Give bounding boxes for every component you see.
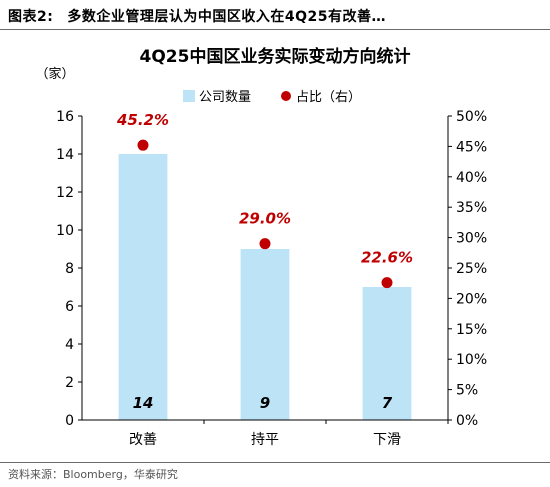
- bar: [362, 287, 412, 420]
- figure-caption-text: 多数企业管理层认为中国区收入在4Q25有改善…: [67, 9, 386, 25]
- y-axis-left-label: （家）: [35, 66, 74, 82]
- point-series: 45.2% 29.0% 22.6%: [116, 111, 413, 289]
- y-axis-left-tick-label: 10: [56, 223, 74, 239]
- y-axis-right-tick-label: 25%: [456, 261, 487, 277]
- point-value-label: 22.6%: [361, 249, 413, 267]
- y-axis-left-tick-label: 12: [56, 185, 74, 201]
- y-axis-left-tick-label: 0: [65, 413, 74, 429]
- point-value-label: 45.2%: [116, 111, 169, 129]
- data-point: [259, 238, 271, 250]
- bar: [240, 249, 290, 420]
- source-divider: [0, 462, 550, 463]
- figure-label: 图表2:: [8, 9, 54, 25]
- y-axis-right-tick-label: 50%: [456, 109, 487, 125]
- chart-title: 4Q25中国区业务实际变动方向统计: [140, 46, 411, 67]
- data-point: [381, 277, 393, 289]
- y-axis-right-tick-label: 0%: [456, 413, 478, 429]
- y-axis-right-tick-label: 45%: [456, 139, 487, 155]
- legend: 公司数量 占比（右）: [183, 90, 361, 105]
- y-axis-left-tick-label: 2: [65, 375, 74, 391]
- combo-chart: 4Q25中国区业务实际变动方向统计 （家） 公司数量 占比（右） 0 2 4 6 8 10…: [35, 46, 487, 448]
- data-point: [137, 139, 149, 151]
- y-axis-right: 0% 5% 10% 15% 20% 25% 30% 35% 40% 45% 50%: [448, 109, 487, 429]
- figure-caption: 图表2: 多数企业管理层认为中国区收入在4Q25有改善…: [8, 6, 386, 26]
- x-axis: 改善 持平 下滑: [129, 420, 449, 448]
- legend-swatch-bar: [183, 90, 195, 102]
- source-note: 资料来源：Bloomberg，华泰研究: [8, 468, 178, 481]
- y-axis-left-tick-label: 4: [65, 337, 74, 353]
- y-axis-right-tick-label: 40%: [456, 170, 487, 186]
- y-axis-left-tick-label: 14: [56, 147, 74, 163]
- point-value-label: 29.0%: [239, 210, 291, 228]
- x-axis-category-label: 改善: [129, 432, 157, 448]
- y-axis-right-tick-label: 30%: [456, 231, 487, 247]
- y-axis-right-tick-label: 15%: [456, 322, 487, 338]
- bar-value-label: 9: [260, 394, 270, 412]
- y-axis-left: 0 2 4 6 8 10 12 14 16: [56, 109, 82, 429]
- x-axis-category-label: 持平: [251, 432, 279, 448]
- y-axis-right-tick-label: 5%: [456, 383, 478, 399]
- y-axis-right-tick-label: 35%: [456, 200, 487, 216]
- y-axis-right-tick-label: 10%: [456, 352, 487, 368]
- legend-label-bar: 公司数量: [199, 90, 251, 105]
- x-axis-category-label: 下滑: [373, 431, 401, 448]
- bar-series: 14 9 7: [118, 154, 412, 420]
- y-axis-left-tick-label: 6: [65, 299, 74, 315]
- y-axis-right-tick-label: 20%: [456, 291, 487, 307]
- bar-value-label: 7: [382, 394, 393, 412]
- bar: [118, 154, 168, 420]
- bar-value-label: 14: [133, 394, 154, 412]
- y-axis-left-tick-label: 8: [65, 261, 74, 277]
- legend-swatch-point: [281, 91, 291, 101]
- legend-label-point: 占比（右）: [296, 90, 361, 105]
- caption-divider: [0, 29, 550, 30]
- y-axis-left-tick-label: 16: [56, 109, 74, 125]
